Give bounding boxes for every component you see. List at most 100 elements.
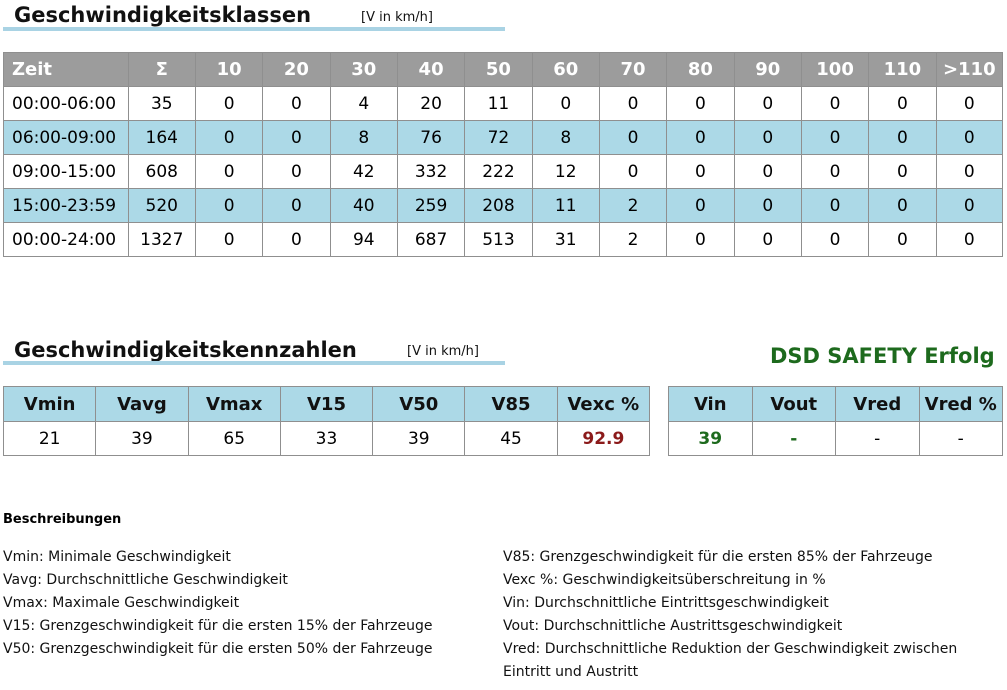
count-cell: 0 xyxy=(935,188,1004,223)
descriptions-right-column: V85: Grenzgeschwindigkeit für die ersten… xyxy=(503,546,957,684)
count-cell: 0 xyxy=(194,86,264,121)
column-header: Σ xyxy=(127,52,196,87)
descriptions-left-column: Vmin: Minimale Geschwindigkeit Vavg: Durc… xyxy=(3,546,433,661)
count-cell: 0 xyxy=(531,86,600,121)
dsd-safety-title: DSD SAFETY Erfolg xyxy=(770,344,995,368)
classes-table-body: 00:00-06:00 35 0 0 4 20 11 0 0 0 0 0 0 0 06:00-09:00 16… xyxy=(3,86,1004,257)
column-header: Vout xyxy=(751,386,836,422)
count-cell: 0 xyxy=(868,188,937,223)
description-line: Vout: Durchschnittliche Austrittsgeschwi… xyxy=(503,618,843,634)
vmax-value: 65 xyxy=(187,421,281,456)
kennzahlen-underline xyxy=(3,361,505,365)
description-line: Vexc %: Geschwindigkeitsüberschreitung i… xyxy=(503,572,826,588)
vexc-value: 92.9 xyxy=(556,421,651,456)
count-cell: 0 xyxy=(262,188,331,223)
description-line: V50: Grenzgeschwindigkeit für die ersten… xyxy=(3,641,433,657)
count-cell: 0 xyxy=(666,188,735,223)
time-range-cell: 15:00-23:59 xyxy=(3,188,129,223)
column-header: V50 xyxy=(372,386,466,422)
kennzahlen-values-row: 21 39 65 33 39 45 92.9 xyxy=(2,421,651,456)
v50-value: 39 xyxy=(372,421,466,456)
column-header: 60 xyxy=(531,52,600,87)
column-header: 110 xyxy=(868,52,937,87)
kennzahlen-table: Vmin Vavg Vmax V15 V50 V85 Vexc % 21 39 … xyxy=(2,386,651,456)
count-cell: 35 xyxy=(127,86,196,121)
v15-value: 33 xyxy=(279,421,374,456)
count-cell: 222 xyxy=(464,154,533,189)
vin-value: 39 xyxy=(668,421,753,456)
dsd-safety-table: Vin Vout Vred Vred % 39 - - - xyxy=(668,386,1003,456)
count-cell: 259 xyxy=(396,188,466,223)
count-cell: 0 xyxy=(598,154,668,189)
classes-title: Geschwindigkeitsklassen xyxy=(14,3,312,27)
count-cell: 42 xyxy=(329,154,398,189)
vout-value: - xyxy=(751,421,836,456)
vred-value: - xyxy=(835,421,920,456)
time-range-cell: 09:00-15:00 xyxy=(3,154,129,189)
column-header: Vred xyxy=(835,386,920,422)
time-range-cell: 00:00-06:00 xyxy=(3,86,129,121)
count-cell: 72 xyxy=(464,120,533,155)
count-cell: 1327 xyxy=(127,222,196,257)
count-cell: 608 xyxy=(127,154,196,189)
count-cell: 12 xyxy=(531,154,600,189)
column-header: Vred % xyxy=(918,386,1003,422)
count-cell: 208 xyxy=(464,188,533,223)
column-header: 70 xyxy=(598,52,668,87)
table-row: 00:00-24:00 1327 0 0 94 687 513 31 2 0 0 0 0 0 xyxy=(3,222,1004,257)
count-cell: 0 xyxy=(598,86,668,121)
count-cell: 687 xyxy=(396,222,466,257)
column-header: Vin xyxy=(668,386,753,422)
classes-underline xyxy=(3,27,505,31)
count-cell: 0 xyxy=(666,86,735,121)
count-cell: 0 xyxy=(666,120,735,155)
column-header: Vmax xyxy=(187,386,281,422)
column-header: 10 xyxy=(194,52,264,87)
count-cell: 8 xyxy=(329,120,398,155)
column-header: Vexc % xyxy=(556,386,651,422)
count-cell: 0 xyxy=(598,120,668,155)
table-row: 09:00-15:00 608 0 0 42 332 222 12 0 0 0 0 0 0 xyxy=(3,154,1004,189)
count-cell: 0 xyxy=(935,154,1004,189)
count-cell: 520 xyxy=(127,188,196,223)
count-cell: 76 xyxy=(396,120,466,155)
count-cell: 31 xyxy=(531,222,600,257)
count-cell: 0 xyxy=(194,222,264,257)
description-line: Vred: Durchschnittliche Reduktion der Ge… xyxy=(503,641,958,657)
dsd-header-row: Vin Vout Vred Vred % xyxy=(668,386,1003,422)
count-cell: 20 xyxy=(396,86,466,121)
count-cell: 2 xyxy=(598,188,668,223)
count-cell: 0 xyxy=(868,222,937,257)
kennzahlen-title: Geschwindigkeitskennzahlen xyxy=(14,338,357,362)
count-cell: 0 xyxy=(194,120,264,155)
v85-value: 45 xyxy=(464,421,558,456)
kennzahlen-unit: [V in km/h] xyxy=(407,344,479,359)
column-header: V15 xyxy=(279,386,374,422)
column-header: 90 xyxy=(733,52,802,87)
table-row: 00:00-06:00 35 0 0 4 20 11 0 0 0 0 0 0 0 xyxy=(3,86,1004,121)
count-cell: 0 xyxy=(800,154,870,189)
count-cell: 0 xyxy=(733,154,802,189)
description-line: Vin: Durchschnittliche Eintrittsgeschwin… xyxy=(503,595,829,611)
count-cell: 0 xyxy=(935,86,1004,121)
column-header: 80 xyxy=(666,52,735,87)
count-cell: 4 xyxy=(329,86,398,121)
column-header: 100 xyxy=(800,52,870,87)
dsd-values-row: 39 - - - xyxy=(668,421,1003,456)
count-cell: 164 xyxy=(127,120,196,155)
description-line: Vavg: Durchschnittliche Geschwindigkeit xyxy=(3,572,288,588)
count-cell: 0 xyxy=(935,222,1004,257)
count-cell: 94 xyxy=(329,222,398,257)
column-header: Vmin xyxy=(2,386,97,422)
vavg-value: 39 xyxy=(95,421,189,456)
count-cell: 0 xyxy=(733,188,802,223)
column-header: 20 xyxy=(262,52,331,87)
count-cell: 513 xyxy=(464,222,533,257)
count-cell: 0 xyxy=(800,222,870,257)
count-cell: 0 xyxy=(194,188,264,223)
count-cell: 0 xyxy=(935,120,1004,155)
time-range-cell: 00:00-24:00 xyxy=(3,222,129,257)
description-line: Eintritt und Austritt xyxy=(503,664,639,680)
count-cell: 0 xyxy=(262,154,331,189)
count-cell: 2 xyxy=(598,222,668,257)
